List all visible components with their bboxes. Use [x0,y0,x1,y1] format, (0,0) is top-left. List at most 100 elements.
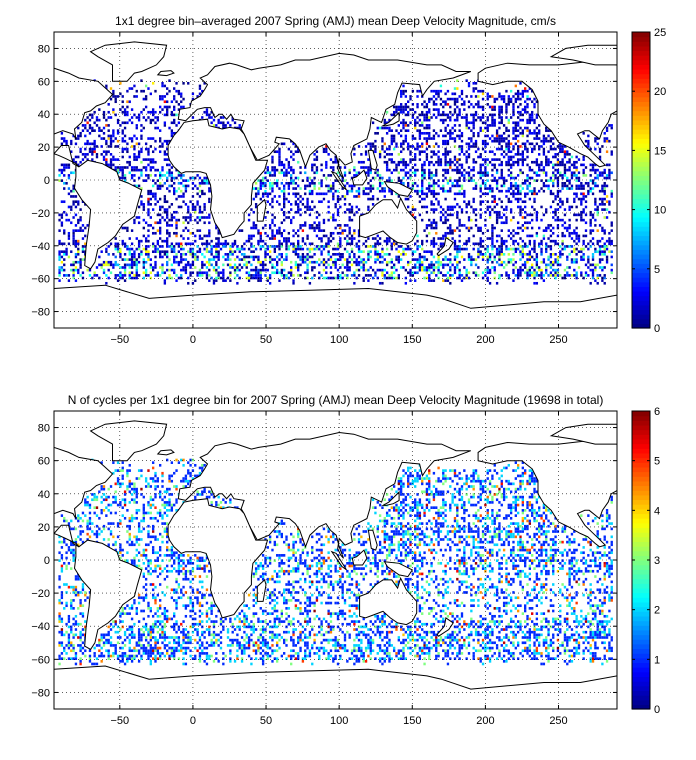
data-cell [491,224,494,227]
data-cell [362,192,365,196]
data-cell [521,142,524,146]
data-cell [308,192,312,196]
data-cell [287,171,291,175]
data-cell [425,258,429,261]
data-cell [538,145,541,148]
data-cell [533,276,536,280]
data-cell [142,263,145,267]
data-cell [407,271,410,275]
data-cell [95,155,99,159]
data-cell [486,103,489,106]
data-cell [275,184,279,188]
data-cell [456,250,459,254]
data-cell [421,163,424,167]
data-cell [383,276,386,280]
data-cell [575,168,578,172]
data-cell [121,239,124,243]
data-cell [105,281,108,285]
data-cell [238,250,241,254]
data-cell [252,250,255,254]
data-cell [280,245,283,248]
data-cell [416,189,419,193]
data-cell [329,266,333,269]
data-cell [130,255,134,259]
data-cell [566,271,569,275]
data-cell [72,239,75,243]
data-cell [283,203,286,206]
data-cell [397,171,400,175]
data-cell [535,137,539,140]
data-cell [446,218,450,222]
data-cell [610,221,613,225]
data-cell [322,258,326,261]
data-cell [414,242,417,246]
data-cell [376,168,379,172]
data-cell [458,247,461,251]
data-cell [95,266,99,269]
data-cell [311,662,314,666]
data-cell [404,197,408,201]
data-cell [297,197,300,201]
data-cell [444,234,447,238]
data-cell [495,158,499,161]
data-cell [175,279,178,282]
data-cell [486,260,489,264]
data-cell [290,181,293,185]
data-cell [486,126,489,130]
data-cell [123,268,127,272]
data-cell [421,247,424,251]
data-cell [322,268,326,272]
data-cell [161,145,164,148]
data-cell [554,176,557,180]
colorbar-segment [632,221,650,227]
data-cell [477,253,480,256]
data-cell [589,163,592,167]
data-cell [563,274,567,277]
data-cell [142,247,145,251]
data-cell [297,203,300,206]
data-cell [505,218,508,222]
data-cell [74,224,78,227]
data-cell [147,158,150,161]
data-cell [116,245,120,248]
data-cell [549,145,553,148]
data-cell [318,247,321,251]
data-cell [180,181,183,185]
data-cell [233,268,237,272]
data-cell [63,253,66,256]
data-cell [481,179,485,182]
data-cell [107,268,110,272]
data-cell [399,92,403,96]
data-cell [388,239,391,243]
data-cell [549,229,553,232]
data-cell [502,131,506,135]
data-cell [217,239,220,243]
data-cell [173,108,176,111]
data-cell [392,239,396,243]
data-cell [79,216,82,219]
data-cell [226,253,230,256]
data-cell [500,250,503,254]
data-cell [460,171,464,175]
data-cell [545,263,548,267]
data-cell [402,124,405,127]
data-cell [500,245,503,248]
data-cell [343,229,347,232]
data-cell [147,210,150,214]
data-cell [304,260,307,264]
data-cell [264,250,267,254]
data-cell [198,87,202,90]
data-cell [159,226,162,230]
data-cell [404,171,408,175]
data-cell [538,137,541,140]
data-cell [605,137,609,140]
data-cell [470,103,473,106]
data-cell [332,160,335,164]
data-cell [449,97,452,101]
data-cell [575,192,578,196]
data-cell [533,103,536,106]
data-cell [355,263,358,267]
data-cell [446,189,450,193]
data-cell [437,134,440,138]
data-cell [598,250,602,254]
